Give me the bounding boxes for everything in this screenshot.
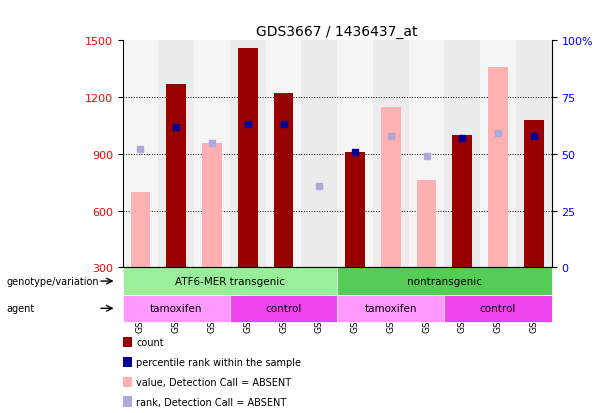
Text: control: control: [265, 304, 302, 313]
Bar: [417, 181, 436, 268]
Text: percentile rank within the sample: percentile rank within the sample: [136, 357, 301, 367]
Bar: [373, 41, 409, 268]
Bar: [131, 192, 150, 268]
Text: tamoxifen: tamoxifen: [365, 304, 417, 313]
Bar: [238, 49, 257, 268]
Bar: [123, 268, 337, 295]
Text: nontransgenic: nontransgenic: [407, 276, 482, 286]
Text: count: count: [136, 337, 164, 347]
Bar: [337, 295, 444, 322]
Text: agent: agent: [6, 304, 34, 313]
Bar: [230, 295, 337, 322]
Bar: [480, 41, 516, 268]
Bar: [452, 135, 472, 268]
Bar: [345, 153, 365, 268]
Text: ATF6-MER transgenic: ATF6-MER transgenic: [175, 276, 285, 286]
Bar: [524, 121, 544, 268]
Bar: [337, 268, 552, 295]
Text: rank, Detection Call = ABSENT: rank, Detection Call = ABSENT: [136, 397, 286, 407]
Bar: [158, 41, 194, 268]
Bar: [166, 85, 186, 268]
Bar: [273, 94, 294, 268]
Bar: [194, 41, 230, 268]
Bar: [265, 41, 302, 268]
Title: GDS3667 / 1436437_at: GDS3667 / 1436437_at: [256, 25, 418, 39]
Bar: [409, 41, 444, 268]
Bar: [202, 143, 222, 268]
Bar: [444, 295, 552, 322]
Bar: [337, 41, 373, 268]
Bar: [123, 295, 230, 322]
Text: genotype/variation: genotype/variation: [6, 276, 99, 286]
Bar: [302, 41, 337, 268]
Bar: [444, 41, 480, 268]
Bar: [381, 107, 401, 268]
Text: tamoxifen: tamoxifen: [150, 304, 202, 313]
Text: control: control: [480, 304, 516, 313]
Bar: [230, 41, 265, 268]
Text: value, Detection Call = ABSENT: value, Detection Call = ABSENT: [136, 377, 291, 387]
Bar: [123, 41, 158, 268]
Bar: [516, 41, 552, 268]
Bar: [488, 68, 508, 268]
